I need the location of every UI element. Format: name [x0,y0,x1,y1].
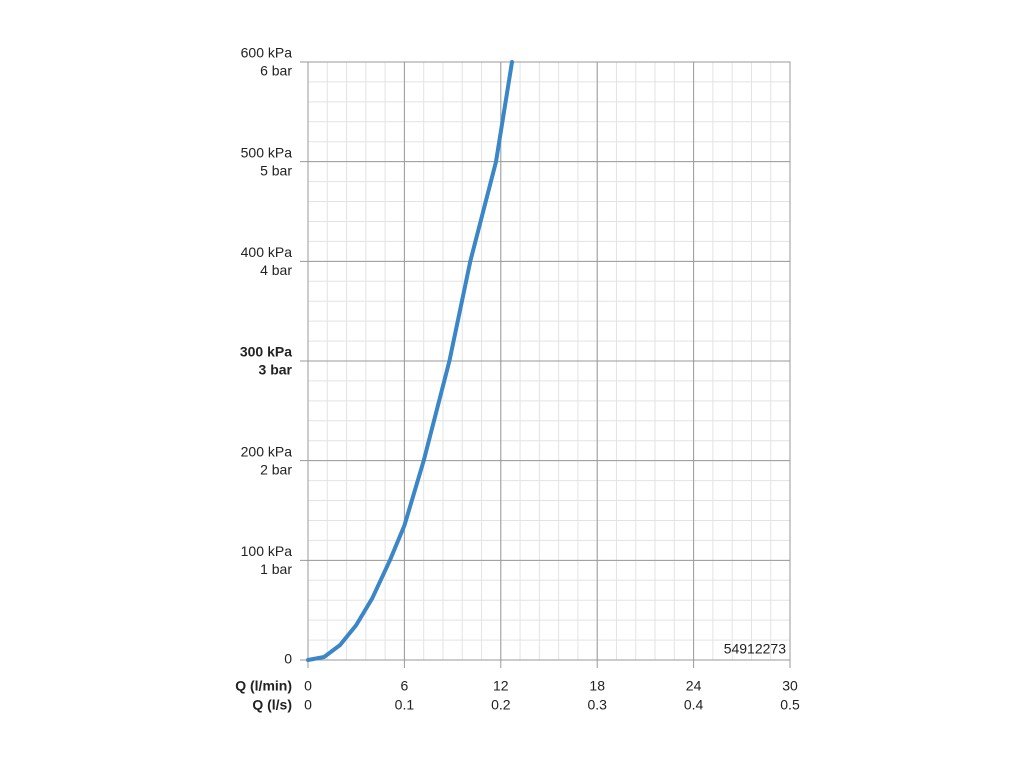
y-tick-label: 600 kPa [241,45,293,61]
y-tick-sublabel: 4 bar [260,262,292,278]
y-tick-label: 200 kPa [241,443,293,459]
y-tick-label: 0 [284,651,292,667]
annotation: 54912273 [724,641,787,657]
x2-tick-label: 0 [304,697,312,713]
y-tick-sublabel: 1 bar [260,561,292,577]
plot-frame [307,61,791,661]
y-tick-sublabel: 3 bar [259,362,293,378]
x2-axis-label: Q (l/s) [252,697,292,713]
x-tick-label: 6 [401,678,409,694]
x2-tick-label: 0.1 [395,697,415,713]
data-line [306,60,514,662]
x-tick-label: 24 [686,678,702,694]
y-tick-label: 100 kPa [241,543,293,559]
x2-tick-label: 0.5 [780,697,800,713]
y-tick-label: 400 kPa [241,244,293,260]
x2-tick-label: 0.3 [587,697,607,713]
x-tick-label: 12 [493,678,509,694]
y-tick-sublabel: 2 bar [260,461,292,477]
x2-tick-label: 0.4 [684,697,704,713]
x-tick-label: 0 [304,678,312,694]
y-tick-label: 500 kPa [241,144,293,160]
y-tick-sublabel: 5 bar [260,162,292,178]
x-tick-label: 18 [589,678,605,694]
x-axis-label: Q (l/min) [235,678,292,694]
y-tick-label: 300 kPa [240,344,292,360]
x2-tick-label: 0.2 [491,697,511,713]
y-tick-sublabel: 6 bar [260,63,292,79]
x-tick-label: 30 [782,678,798,694]
